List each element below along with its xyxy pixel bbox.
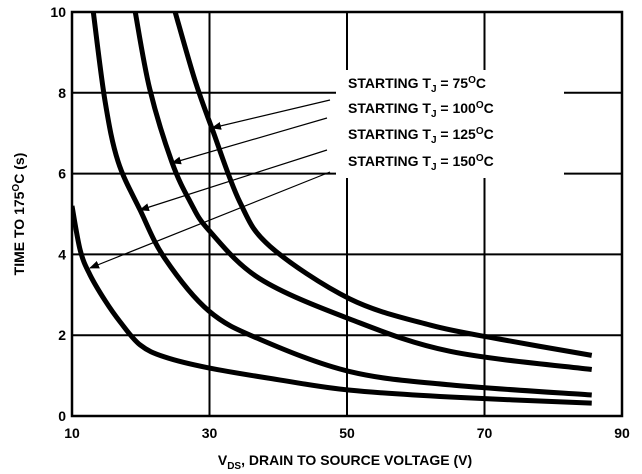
annotation: STARTING TJ = 150OC [348, 153, 494, 173]
annotation-part: STARTING T [348, 153, 431, 169]
annotation-part: STARTING T [348, 75, 431, 91]
x-axis-label-part: V [218, 452, 228, 468]
annotation-part: = 75 [437, 75, 469, 91]
x-tick-label: 30 [202, 425, 218, 441]
annotation-part: O [476, 100, 484, 111]
x-tick-label: 10 [64, 425, 80, 441]
annotation: STARTING TJ = 75OC [348, 75, 486, 95]
annotation-part: O [476, 126, 484, 137]
curve [72, 205, 592, 406]
annotation-part: = 150 [437, 153, 477, 169]
annotation: STARTING TJ = 100OC [348, 100, 494, 120]
y-axis-label-part: C (s) [11, 153, 27, 184]
y-tick-label: 6 [58, 166, 66, 182]
annotation-part: J [431, 135, 437, 146]
y-tick-label: 10 [50, 4, 66, 20]
x-tick-label: 90 [614, 425, 630, 441]
y-axis-label-part: TIME TO 175 [11, 191, 27, 275]
annotation-bg [336, 70, 564, 178]
y-axis-label-part: O [11, 184, 22, 192]
y-axis-label: TIME TO 175OC (s) [11, 153, 27, 276]
x-tick-label: 50 [339, 425, 355, 441]
curve [90, 12, 592, 398]
x-tick-label: 70 [477, 425, 493, 441]
annotation-part: C [484, 126, 494, 142]
x-axis-label-part: DS [227, 461, 241, 472]
annotation-part: J [431, 109, 437, 120]
annotation-part: C [484, 153, 494, 169]
arrow [211, 99, 331, 130]
arrow [139, 149, 328, 212]
annotation-part: J [431, 162, 437, 173]
y-tick-label: 8 [58, 85, 66, 101]
curve [132, 12, 593, 373]
annotation-part: STARTING T [348, 100, 431, 116]
x-axis-label-part: , DRAIN TO SOURCE VOLTAGE (V) [241, 452, 472, 468]
arrow [171, 117, 328, 165]
annotation-part: = 100 [437, 100, 477, 116]
arrow [89, 171, 331, 269]
y-tick-label: 0 [58, 408, 66, 424]
annotation-part: = 125 [437, 126, 477, 142]
annotation-part: C [484, 100, 494, 116]
annotation-part: O [468, 75, 476, 86]
curve [172, 12, 593, 358]
annotation-part: J [431, 84, 437, 95]
annotation-part: O [476, 153, 484, 164]
y-tick-label: 4 [58, 246, 66, 262]
annotation: STARTING TJ = 125OC [348, 126, 494, 146]
annotation-part: STARTING T [348, 126, 431, 142]
y-tick-label: 2 [58, 327, 66, 343]
annotation-part: C [476, 75, 486, 91]
x-axis-label: VDS, DRAIN TO SOURCE VOLTAGE (V) [218, 452, 472, 472]
